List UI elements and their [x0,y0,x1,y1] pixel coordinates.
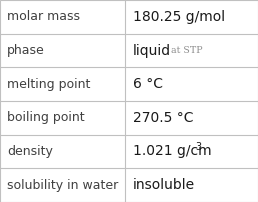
Text: solubility in water: solubility in water [7,179,118,192]
Text: liquid: liquid [133,43,171,58]
Text: melting point: melting point [7,78,90,91]
Text: molar mass: molar mass [7,10,80,23]
Text: 6 °C: 6 °C [133,77,163,91]
Text: 180.25 g/mol: 180.25 g/mol [133,10,225,24]
Text: 3: 3 [195,142,201,153]
Text: at STP: at STP [171,46,203,55]
Text: boiling point: boiling point [7,111,85,124]
Text: insoluble: insoluble [133,178,195,192]
Text: phase: phase [7,44,45,57]
Text: 1.021 g/cm: 1.021 g/cm [133,144,212,159]
Text: density: density [7,145,53,158]
Text: 270.5 °C: 270.5 °C [133,111,194,125]
